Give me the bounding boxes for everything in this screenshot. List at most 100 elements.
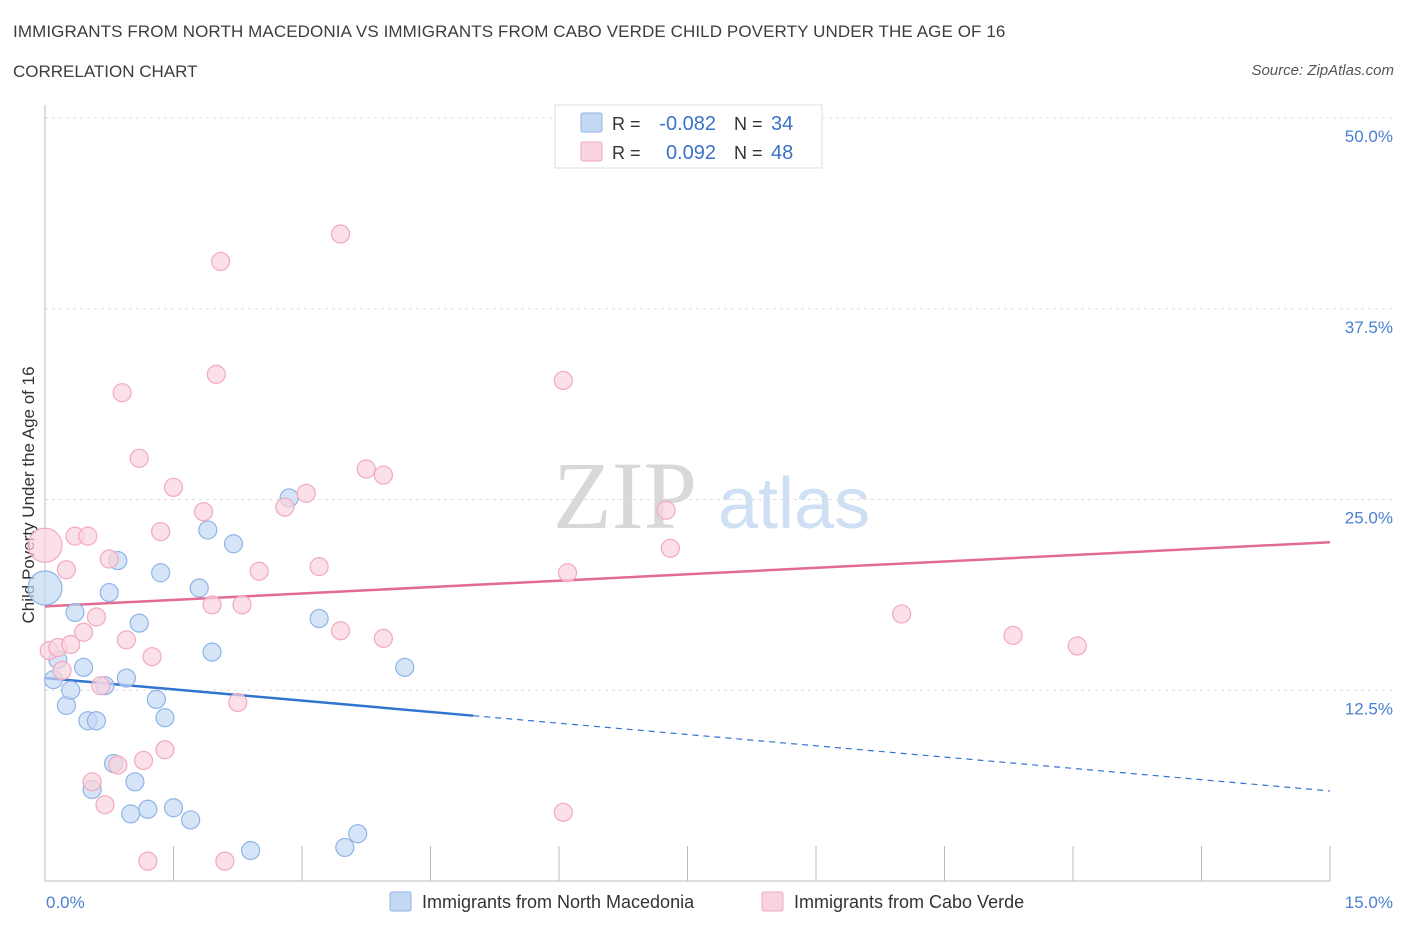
trend-line-dashed-0	[473, 715, 1331, 792]
data-point	[61, 634, 81, 655]
data-point	[553, 802, 573, 822]
series-points-1	[27, 224, 1087, 871]
data-point	[275, 497, 295, 517]
data-point	[121, 804, 141, 824]
data-point	[202, 642, 222, 662]
source-credit: Source: ZipAtlas.com	[1251, 62, 1394, 79]
data-point	[86, 711, 107, 731]
data-point	[78, 526, 98, 546]
legend-n-value-1: 34	[771, 113, 793, 135]
data-point	[73, 657, 94, 677]
chart-title: IMMIGRANTS FROM NORTH MACEDONIA VS IMMIG…	[13, 22, 1006, 41]
data-point	[155, 708, 175, 728]
data-point	[95, 795, 115, 815]
data-point	[330, 224, 351, 244]
data-point	[232, 595, 252, 615]
data-point	[27, 527, 63, 563]
legend-n-value-2: 48	[771, 142, 793, 164]
stats-legend: R = -0.082 N = 34 R = 0.092 N = 48	[554, 104, 823, 169]
data-point	[202, 595, 222, 615]
data-point	[198, 520, 218, 540]
data-point	[296, 483, 316, 503]
data-point	[241, 840, 261, 861]
legend-r-value-2: 0.092	[666, 142, 716, 164]
legend-r-label-2: R =	[612, 143, 641, 163]
data-point	[82, 772, 102, 792]
watermark: ZIP atlas	[553, 442, 870, 549]
data-point	[356, 459, 376, 479]
data-point	[656, 500, 676, 520]
data-point	[27, 570, 63, 606]
y-tick-label: 37.5%	[1345, 318, 1393, 337]
series-legend-label-cabo-verde: Immigrants from Cabo Verde	[794, 892, 1024, 912]
trend-line-solid-0	[44, 676, 474, 717]
data-point	[91, 676, 111, 696]
watermark-atlas: atlas	[718, 464, 870, 544]
y-axis-ticks: 12.5% 25.0% 37.5% 50.0%	[1345, 127, 1393, 718]
data-point	[116, 630, 136, 650]
data-point	[151, 521, 171, 542]
legend-n-label-1: N =	[734, 114, 763, 134]
legend-r-label-1: R =	[612, 114, 641, 134]
data-point	[112, 383, 132, 403]
data-point	[163, 798, 184, 818]
chart-subtitle: CORRELATION CHART	[13, 62, 198, 81]
data-point	[151, 563, 171, 583]
data-point	[215, 851, 235, 871]
data-point	[181, 810, 201, 830]
data-point	[61, 680, 81, 700]
data-point	[223, 534, 244, 554]
data-point	[108, 755, 128, 775]
data-point	[228, 692, 248, 713]
data-point	[309, 608, 329, 629]
legend-swatch-north-macedonia	[580, 112, 603, 133]
series-legend-swatch-north-macedonia	[389, 891, 412, 912]
data-point	[206, 364, 226, 384]
data-point	[348, 824, 368, 844]
legend-swatch-cabo-verde	[580, 141, 603, 162]
data-point	[193, 502, 214, 522]
series-legend-swatch-cabo-verde	[761, 891, 784, 912]
x-tick-min: 0.0%	[46, 893, 85, 912]
data-point	[211, 251, 231, 272]
axes	[44, 105, 1331, 882]
data-point	[330, 621, 351, 641]
data-point	[249, 561, 269, 581]
legend-r-value-1: -0.082	[659, 113, 716, 135]
data-point	[99, 549, 119, 569]
data-point	[660, 538, 680, 558]
series-points-0	[27, 488, 415, 861]
data-point	[395, 657, 415, 677]
data-point	[553, 370, 573, 391]
data-point	[133, 750, 154, 771]
data-point	[142, 647, 162, 667]
series-legend: Immigrants from North Macedonia Immigran…	[389, 891, 1024, 912]
y-axis-label: Child Poverty Under the Age of 16	[19, 366, 38, 623]
data-point	[138, 799, 158, 819]
data-point	[86, 607, 107, 627]
data-point	[163, 477, 184, 497]
legend-n-label-2: N =	[734, 143, 763, 163]
data-point	[56, 560, 77, 580]
data-point	[189, 578, 209, 598]
y-tick-label: 50.0%	[1345, 127, 1393, 146]
data-point	[1067, 636, 1087, 656]
y-tick-label: 12.5%	[1345, 699, 1393, 718]
data-point	[155, 740, 175, 760]
data-point	[373, 628, 393, 648]
data-point	[335, 837, 355, 858]
data-point	[129, 613, 149, 633]
series-legend-label-north-macedonia: Immigrants from North Macedonia	[422, 892, 695, 912]
watermark-zip: ZIP	[553, 442, 697, 549]
data-points	[27, 224, 1087, 871]
trend-line-solid-1	[44, 540, 1331, 608]
data-point	[125, 772, 145, 792]
data-point	[116, 668, 136, 688]
data-point	[1003, 625, 1023, 645]
x-tick-max: 15.0%	[1345, 893, 1393, 912]
data-point	[65, 602, 85, 623]
data-point	[309, 557, 329, 577]
y-tick-label: 25.0%	[1345, 509, 1393, 528]
data-point	[99, 582, 119, 603]
